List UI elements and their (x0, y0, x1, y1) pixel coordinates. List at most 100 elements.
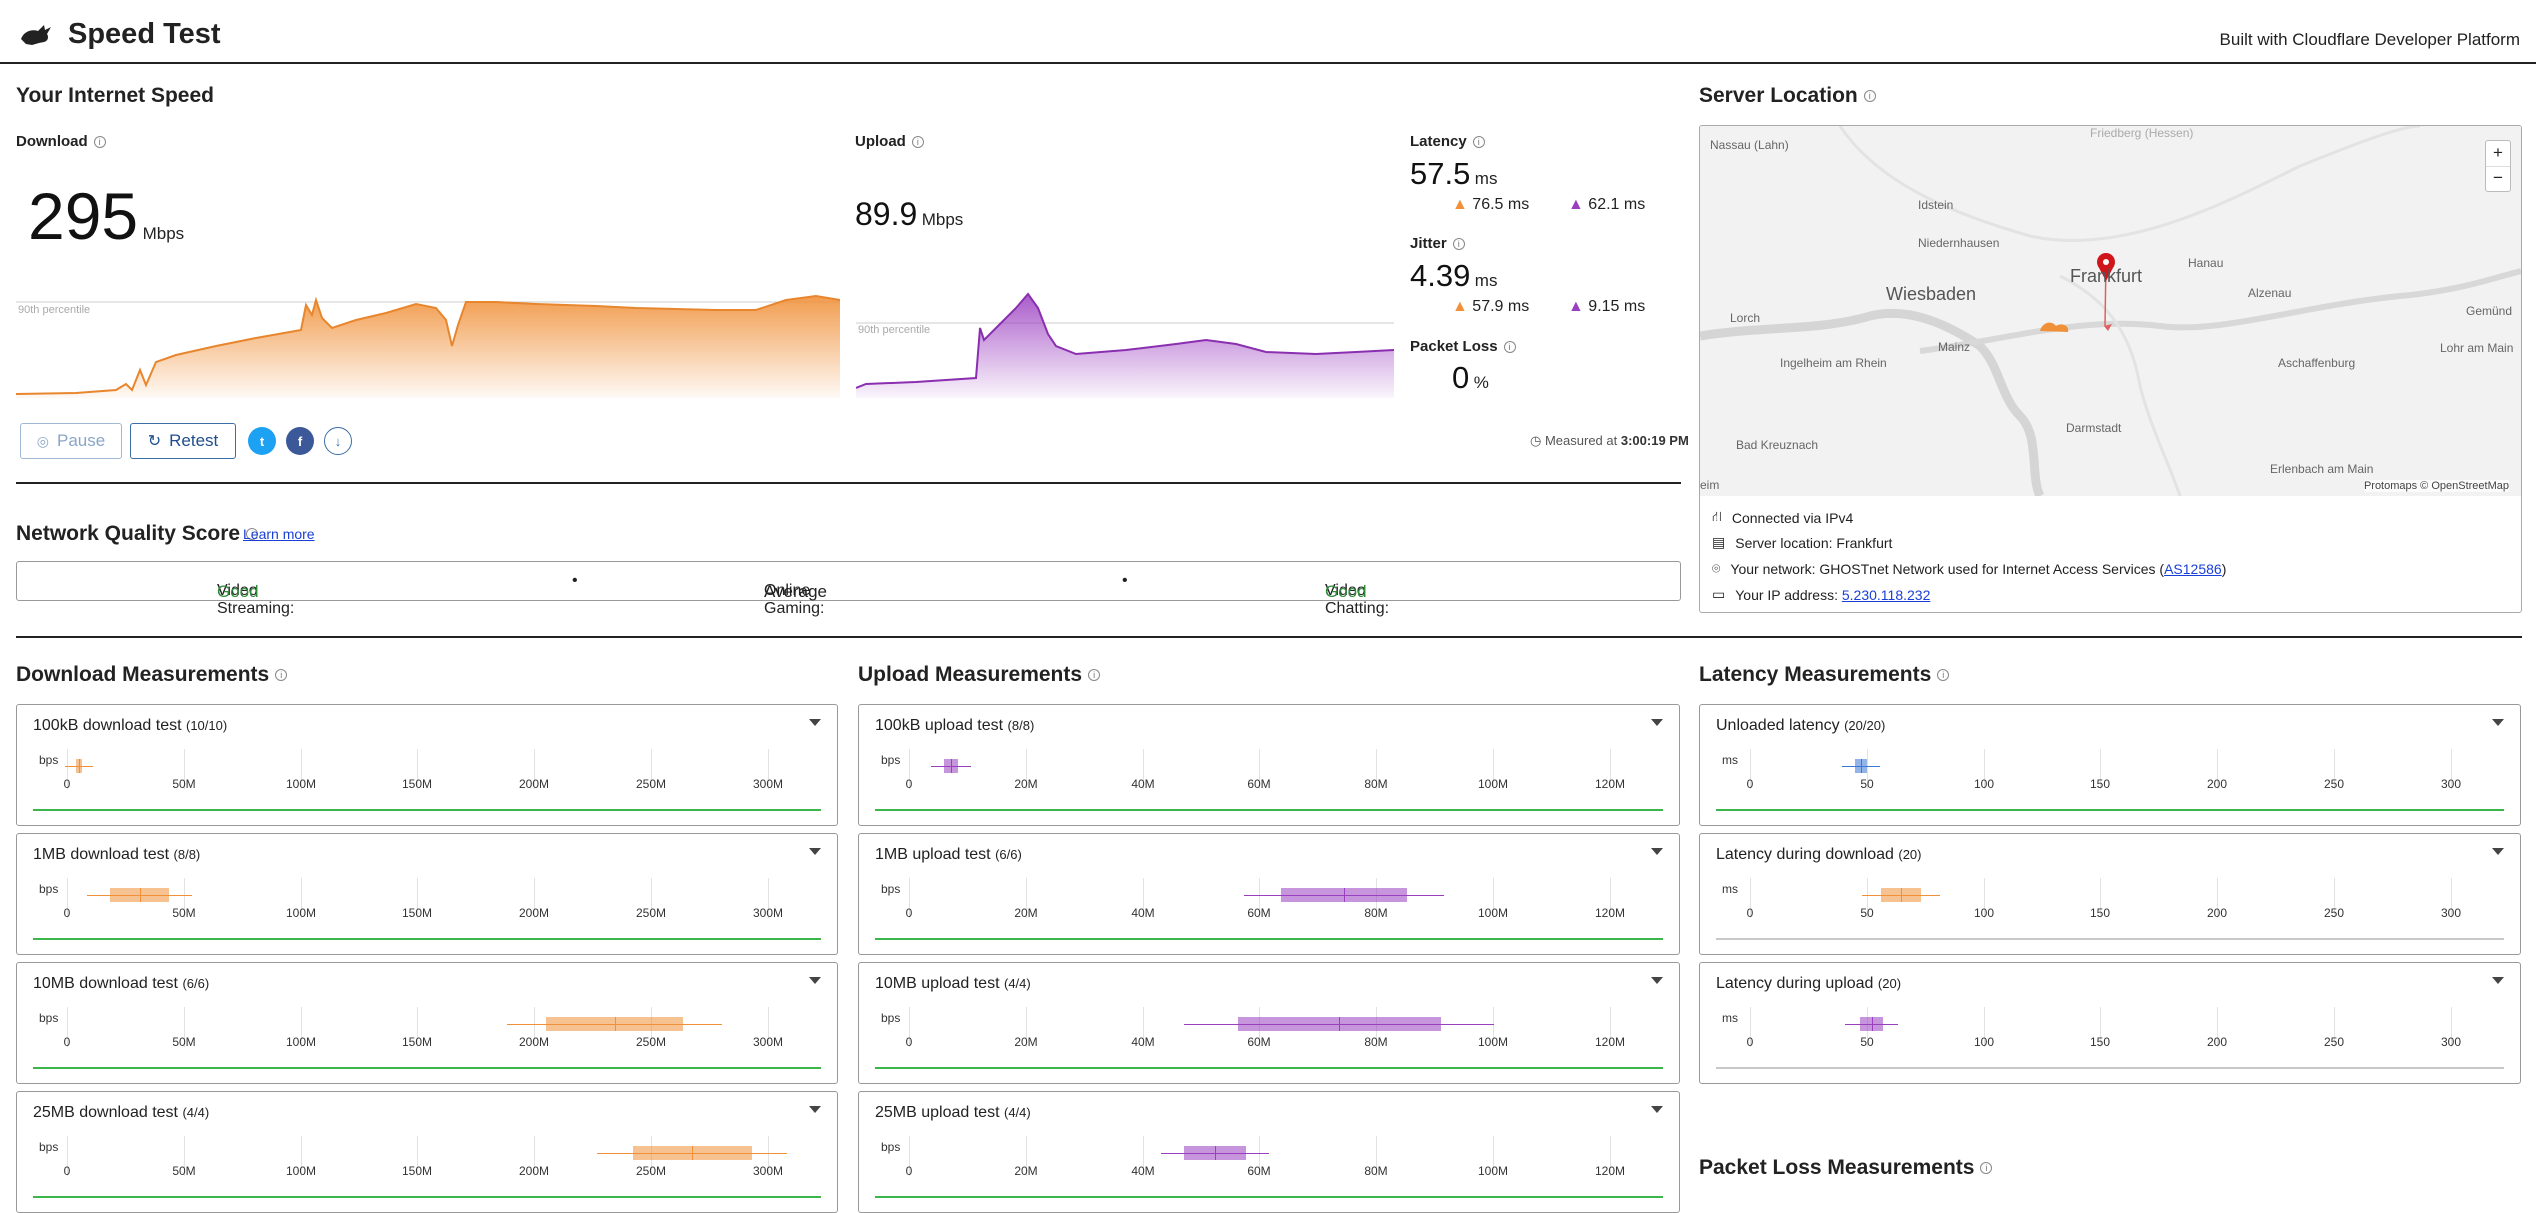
measurement-card[interactable]: 25MB upload test (4/4) bps 0 20M 40M 60M 80M 10… (858, 1091, 1680, 1213)
info-icon[interactable]: i (1472, 136, 1485, 149)
upload-person-icon: ▲ (1568, 298, 1584, 315)
measurement-card[interactable]: 1MB upload test (6/6) bps 0 20M 40M 60M 80M 100… (858, 833, 1680, 955)
zoom-in-button[interactable]: + (2486, 141, 2510, 167)
packet-loss-measurements-title: Packet Loss Measurements i (1699, 1156, 1993, 1180)
axis-tick: 100M (285, 1035, 317, 1049)
progress-bar (875, 809, 1663, 811)
axis-tick: 0 (1746, 906, 1754, 920)
axis-tick: 120M (1594, 777, 1626, 791)
axis-tick: 20M (1014, 777, 1038, 791)
measurement-title: 100kB download test (10/10) (33, 717, 228, 734)
jitter-value: 4.39 ms (1410, 258, 1498, 293)
upload-label: Upload i (855, 133, 924, 150)
network-quality-bar: Video Streaming: Good • Online Gaming: A… (16, 561, 1681, 617)
nqs-title: Network Quality Score i (16, 522, 259, 546)
chevron-down-icon[interactable] (809, 977, 821, 984)
progress-bar (33, 938, 821, 940)
zoom-out-button[interactable]: − (2493, 168, 2503, 187)
info-icon[interactable]: i (1088, 669, 1101, 682)
server-location-title: Server Location i (1699, 84, 1876, 108)
chevron-down-icon[interactable] (1651, 848, 1663, 855)
measurement-card[interactable]: Latency during upload (20) ms 0 50 100 150 200… (1699, 962, 2521, 1084)
axis-tick: 120M (1594, 1035, 1626, 1049)
asn-link[interactable]: AS12586 (2164, 560, 2222, 577)
axis-tick: 300M (752, 906, 784, 920)
axis-tick: 150M (401, 1035, 433, 1049)
pause-button[interactable]: ◎ Pause (20, 423, 122, 459)
twitter-share-icon[interactable]: t (248, 427, 276, 455)
measurement-card[interactable]: 10MB download test (6/6) bps 0 50M 100M 150M 2… (16, 962, 838, 1084)
measurement-card[interactable]: 25MB download test (4/4) bps 0 50M 100M 150M 2… (16, 1091, 838, 1213)
pause-icon: ◎ (36, 432, 49, 449)
axis-tick: 150M (401, 1164, 433, 1178)
measurement-card[interactable]: Unloaded latency (20/20) ms 0 50 100 150 200 25… (1699, 704, 2521, 826)
axis-tick: 300M (752, 777, 784, 791)
axis-tick: 250M (635, 1164, 667, 1178)
brand[interactable]: Speed Test (18, 18, 221, 51)
info-icon[interactable]: i (1863, 90, 1876, 103)
chevron-down-icon[interactable] (809, 719, 821, 726)
ip-address-link[interactable]: 5.230.118.232 (1841, 586, 1931, 603)
box-median (614, 1017, 616, 1031)
chevron-down-icon[interactable] (2492, 977, 2504, 984)
facebook-share-icon[interactable]: f (286, 427, 314, 455)
chevron-down-icon[interactable] (2492, 848, 2504, 855)
axis-tick: 100M (1477, 906, 1509, 920)
measurement-title: 100kB upload test (8/8) (875, 717, 1035, 734)
map[interactable]: Nassau (Lahn) Friedberg (Hessen) Idstein… (1700, 126, 2521, 496)
measurement-card[interactable]: 100kB download test (10/10) bps 0 50M 100M 15… (16, 704, 838, 826)
axis-tick: 100M (285, 1164, 317, 1178)
axis-tick: 80M (1364, 906, 1388, 920)
chevron-down-icon[interactable] (809, 1106, 821, 1113)
axis-tick: 250M (635, 1035, 667, 1049)
measurement-title: Unloaded latency (20/20) (1716, 717, 1886, 734)
map-label-wiesbaden: Wiesbaden (1886, 284, 1977, 304)
axis-tick: 80M (1364, 1035, 1388, 1049)
axis-tick: 60M (1247, 1035, 1271, 1049)
measurement-title: 10MB download test (6/6) (33, 975, 210, 992)
chevron-down-icon[interactable] (2492, 719, 2504, 726)
measurement-card[interactable]: Latency during download (20) ms 0 50 100 150 2… (1699, 833, 2521, 955)
upload-measurements-title: Upload Measurements i (858, 663, 1101, 687)
chevron-down-icon[interactable] (809, 848, 821, 855)
axis-tick: 0 (63, 1035, 71, 1049)
measurement-card[interactable]: 10MB upload test (4/4) bps 0 20M 40M 60M 80M 10… (858, 962, 1680, 1084)
axis-tick: 200 (2206, 777, 2228, 791)
info-icon[interactable]: i (93, 136, 106, 149)
chevron-down-icon[interactable] (1651, 977, 1663, 984)
info-icon[interactable]: i (246, 528, 259, 541)
info-icon[interactable]: i (275, 669, 288, 682)
box (1184, 1146, 1246, 1160)
measured-at: ◷ Measured at 3:00:19 PM (1530, 433, 1689, 448)
measurement-card[interactable]: 100kB upload test (8/8) bps 0 20M 40M 60M 80M 1… (858, 704, 1680, 826)
map-attribution[interactable]: Protomaps © OpenStreetMap (2363, 480, 2509, 492)
axis-tick: 300M (752, 1035, 784, 1049)
axis-tick: 300 (2440, 1035, 2462, 1049)
info-icon[interactable]: i (911, 136, 924, 149)
download-person-icon: ▲ (1452, 196, 1468, 213)
chevron-down-icon[interactable] (1651, 1106, 1663, 1113)
measurement-title: 10MB upload test (4/4) (875, 975, 1031, 992)
info-icon[interactable]: i (1937, 669, 1950, 682)
info-icon[interactable]: i (1452, 238, 1465, 251)
server-location-info: ▤ Server location: Frankfurt (1712, 534, 1893, 551)
packet-loss-value: 0 % (1452, 360, 1489, 395)
download-value: 295 Mbps (28, 179, 185, 253)
location-icon: ⌾ (1712, 560, 1721, 576)
measurement-title: 1MB download test (8/8) (33, 846, 201, 863)
download-results-icon[interactable]: ↓ (324, 427, 352, 455)
measurement-title: 1MB upload test (6/6) (875, 846, 1022, 863)
measurement-card[interactable]: 1MB download test (8/8) bps 0 50M 100M 150M 20… (16, 833, 838, 955)
info-icon[interactable]: i (1980, 1162, 1993, 1175)
chevron-down-icon[interactable] (1651, 719, 1663, 726)
retest-button[interactable]: ↻ Retest (130, 423, 236, 459)
info-icon[interactable]: i (1503, 341, 1516, 354)
download-person-icon: ▲ (1452, 298, 1468, 315)
network-icon: ⛙ (1712, 508, 1722, 524)
rabbit-logo-icon (21, 24, 51, 45)
box-median (951, 759, 952, 773)
axis-tick: 150M (401, 906, 433, 920)
learn-more-link[interactable]: Learn more (243, 526, 315, 542)
progress-bar (33, 1067, 821, 1069)
axis-tick: 20M (1014, 906, 1038, 920)
